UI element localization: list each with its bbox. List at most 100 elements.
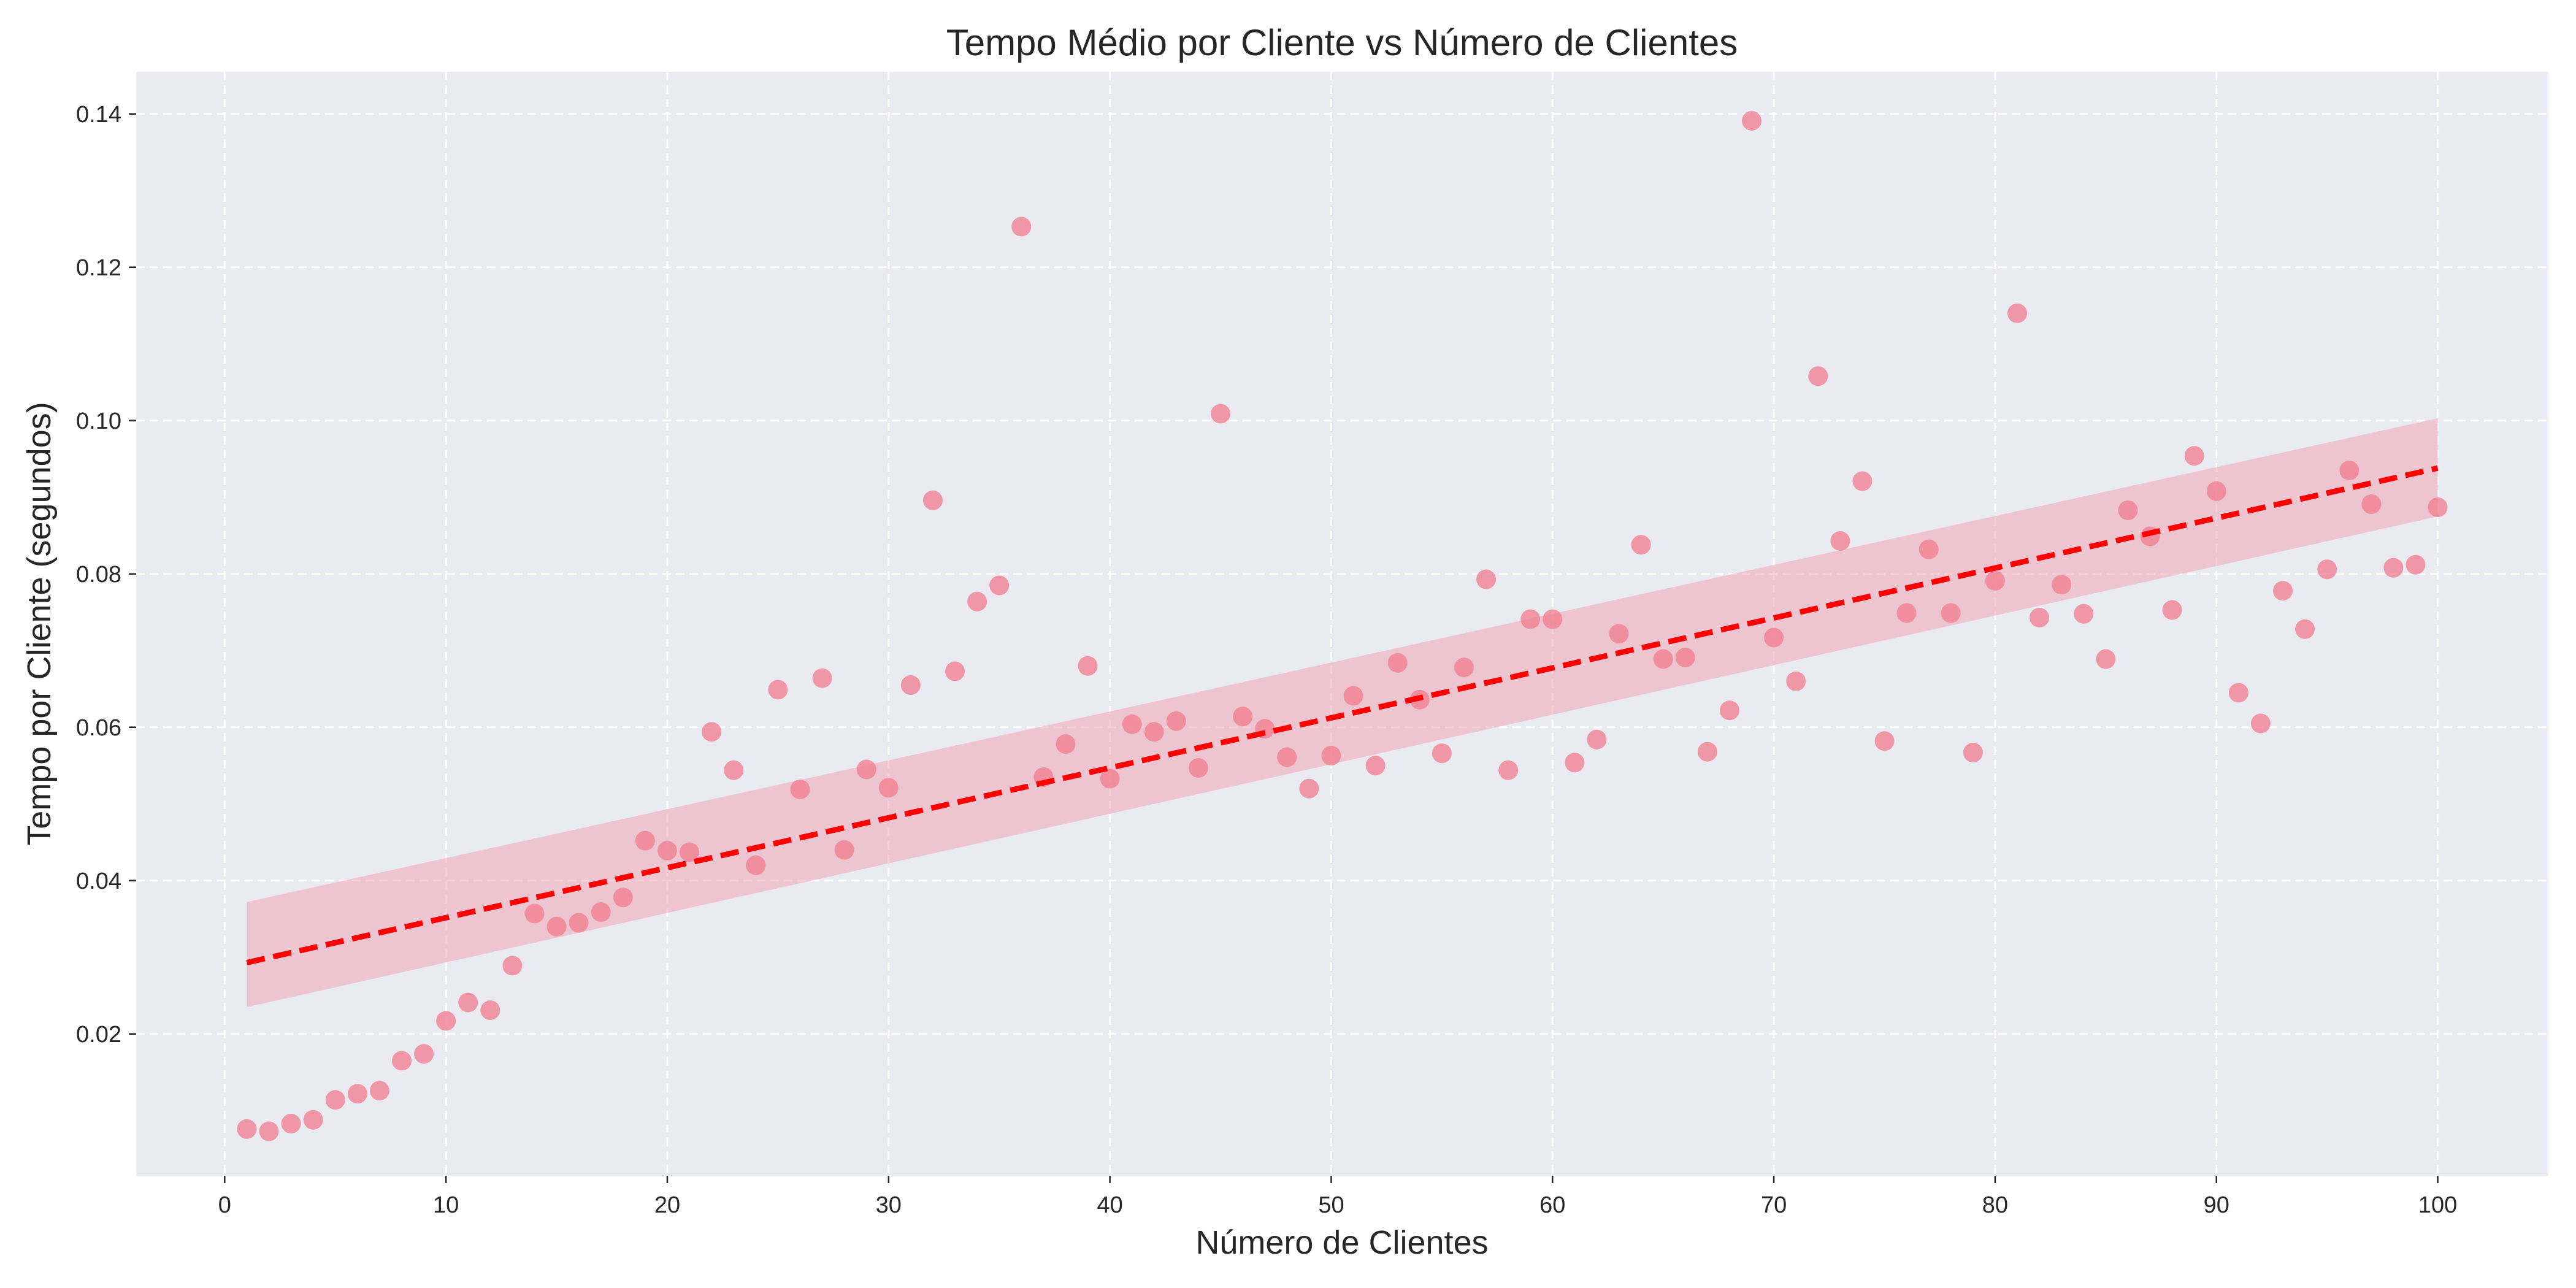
data-point — [922, 490, 943, 510]
data-point — [2096, 649, 2116, 669]
y-tick-label: 0.12 — [76, 255, 121, 281]
x-tick-label: 70 — [1761, 1192, 1787, 1218]
data-point — [281, 1114, 301, 1133]
data-point — [2295, 619, 2315, 639]
data-point — [1874, 731, 1895, 751]
data-point — [458, 992, 478, 1013]
data-point — [1299, 778, 1319, 799]
data-point — [2118, 500, 2138, 520]
data-point — [657, 841, 677, 861]
x-tick-label: 80 — [1982, 1192, 2008, 1218]
data-point — [325, 1090, 345, 1110]
data-point — [347, 1084, 367, 1104]
data-point — [2162, 600, 2182, 620]
data-point — [1078, 656, 1098, 676]
y-tick-label: 0.04 — [76, 868, 121, 894]
data-point — [1498, 760, 1519, 780]
data-point — [1565, 753, 1585, 773]
data-point — [1166, 711, 1186, 731]
data-point — [1011, 217, 1032, 237]
data-point — [1852, 471, 1873, 491]
data-point — [2250, 713, 2271, 734]
data-point — [1764, 627, 1784, 648]
data-point — [1321, 746, 1341, 765]
data-point — [1830, 531, 1850, 551]
data-point — [1808, 366, 1828, 386]
data-point — [569, 913, 589, 933]
data-point — [1587, 729, 1607, 749]
data-point — [2273, 581, 2293, 601]
data-point — [1896, 603, 1917, 623]
data-point — [1919, 539, 1939, 559]
data-point — [436, 1011, 456, 1031]
data-point — [237, 1119, 257, 1139]
data-point — [2339, 461, 2359, 480]
trend-line — [246, 465, 2439, 965]
data-point — [1277, 747, 1297, 767]
data-point — [2228, 683, 2248, 703]
data-point — [1985, 571, 2005, 591]
data-point — [878, 778, 899, 798]
data-point — [1697, 742, 1717, 762]
data-point — [1144, 722, 1164, 742]
data-point — [1675, 648, 1695, 667]
data-point — [2052, 575, 2072, 595]
data-point — [591, 902, 611, 922]
data-point — [768, 680, 788, 700]
data-point — [1543, 609, 1563, 629]
plot-area — [136, 72, 2548, 1176]
data-point — [391, 1051, 412, 1071]
data-point — [369, 1081, 389, 1101]
data-point — [1941, 603, 1961, 623]
data-point — [1742, 111, 1762, 131]
data-point — [1211, 404, 1231, 424]
x-tick-label: 30 — [876, 1192, 902, 1218]
data-point — [1432, 743, 1452, 764]
data-point — [989, 575, 1010, 596]
trend-line-path — [246, 465, 2439, 965]
x-tick-label: 20 — [654, 1192, 680, 1218]
x-tick-label: 90 — [2204, 1192, 2229, 1218]
data-point — [635, 830, 655, 851]
x-tick-label: 60 — [1539, 1192, 1565, 1218]
data-point — [856, 759, 876, 780]
x-tick-label: 50 — [1318, 1192, 1344, 1218]
data-point — [900, 675, 921, 695]
data-point — [303, 1110, 323, 1130]
data-point — [1719, 700, 1739, 721]
data-point — [2383, 558, 2404, 578]
data-point — [2361, 494, 2382, 514]
data-point — [1233, 707, 1253, 727]
x-tick-label: 100 — [2418, 1192, 2457, 1218]
data-point — [1631, 535, 1651, 555]
y-tick-label: 0.02 — [76, 1022, 121, 1048]
chart-title: Tempo Médio por Cliente vs Número de Cli… — [946, 22, 1738, 63]
data-point — [2317, 559, 2337, 580]
data-point — [1365, 756, 1386, 776]
data-point — [1100, 769, 1120, 789]
data-point — [613, 887, 633, 908]
data-point — [1188, 758, 1208, 778]
data-point — [414, 1044, 434, 1064]
data-point — [1653, 649, 1673, 669]
data-point — [2074, 604, 2094, 624]
data-point — [790, 780, 810, 799]
data-point — [967, 591, 987, 611]
data-point — [1609, 624, 1629, 644]
y-axis-ticks: 0.02 0.04 0.06 0.08 0.10 0.12 0.14 — [76, 102, 136, 1048]
data-point — [2007, 303, 2028, 323]
data-point — [1387, 653, 1408, 673]
y-tick-label: 0.14 — [76, 102, 121, 128]
data-point — [680, 842, 700, 862]
data-point — [945, 661, 965, 681]
data-point — [1520, 609, 1541, 629]
y-tick-label: 0.10 — [76, 408, 121, 434]
data-point — [724, 760, 744, 780]
data-point — [1056, 734, 1076, 754]
data-point — [1963, 743, 1983, 762]
data-points — [237, 111, 2448, 1141]
data-point — [834, 840, 854, 860]
x-axis-ticks: 0 10 20 30 40 50 60 70 80 90 100 — [218, 1176, 2457, 1218]
data-point — [2030, 608, 2050, 627]
